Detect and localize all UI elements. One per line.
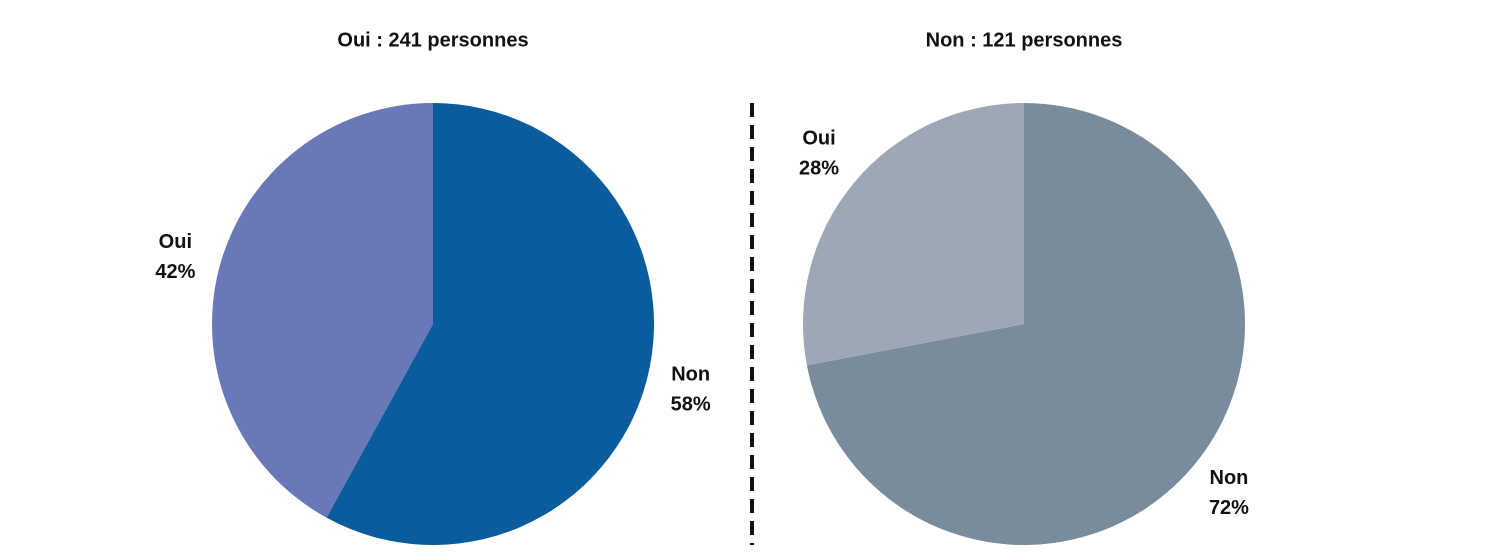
slice-label: Non xyxy=(671,363,710,385)
pie-slice xyxy=(326,103,654,545)
slice-label: Non xyxy=(1210,467,1249,489)
slice-label: Oui xyxy=(159,231,192,253)
value-label: 72% xyxy=(1209,497,1249,519)
pie-slice xyxy=(802,103,1024,366)
value-label: 28% xyxy=(799,158,839,180)
slice-label: Oui xyxy=(802,128,835,150)
chart-title: Non : 121 personnes xyxy=(926,29,1123,51)
pie-slice xyxy=(212,103,433,518)
value-label: 42% xyxy=(155,261,195,283)
value-label: 58% xyxy=(671,393,711,415)
pie-slice xyxy=(806,103,1245,546)
chart-title: Oui : 241 personnes xyxy=(337,29,528,51)
